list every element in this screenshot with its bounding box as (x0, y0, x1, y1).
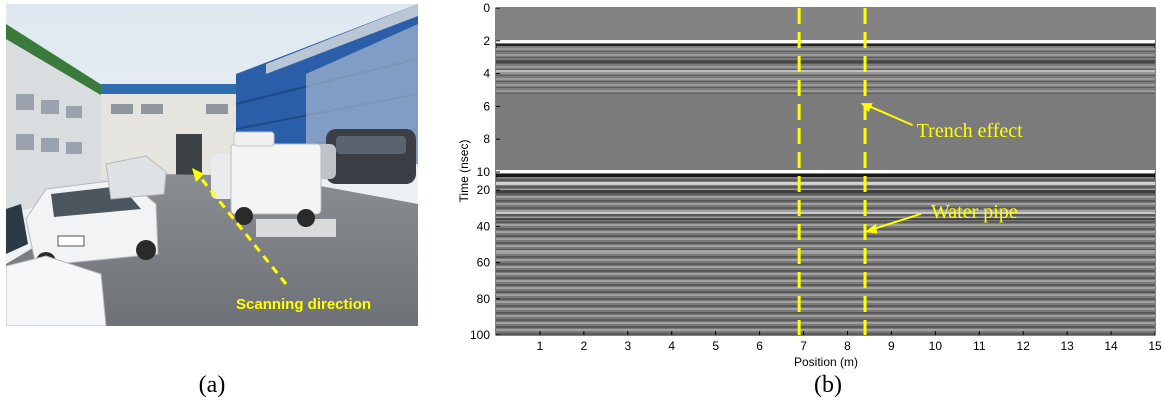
trench-effect-label: Trench effect (917, 120, 1024, 142)
x-tick-label: 4 (668, 339, 675, 353)
y-tick-label: 6 (483, 99, 490, 113)
x-tick-label: 3 (624, 339, 631, 353)
y-tick-label: 10 (477, 165, 491, 179)
x-tick-label: 7 (800, 339, 807, 353)
y-tick-label: 40 (477, 219, 491, 233)
y-axis-label: Time (nsec) (457, 140, 471, 203)
x-tick-label: 1 (537, 339, 544, 353)
y-tick-label: 20 (477, 183, 491, 197)
y-tick-label: 2 (483, 34, 490, 48)
panel-b: 1 2 3 4 5 6 7 8 9 10 11 12 13 14 15 0 2 4 6 8 10 20 40 60 80 100 … (450, 0, 1164, 370)
x-tick-label: 5 (712, 339, 719, 353)
y-tick-label: 4 (483, 67, 490, 81)
x-tick-label: 11 (973, 339, 986, 353)
x-tick-label: 2 (581, 339, 588, 353)
y-tick-label: 8 (483, 132, 490, 146)
x-tick-label: 9 (888, 339, 895, 353)
x-tick-label: 12 (1017, 339, 1031, 353)
caption-a: (a) (198, 372, 226, 398)
x-tick-label: 14 (1104, 339, 1118, 353)
y-tick-label: 0 (483, 1, 490, 15)
x-tick-label: 10 (929, 339, 943, 353)
scan-direction-label: Scanning direction (236, 296, 371, 313)
y-tick-label: 80 (477, 292, 491, 306)
scan-direction-line (194, 171, 288, 285)
gpr-radargram: 1 2 3 4 5 6 7 8 9 10 11 12 13 14 15024681020406080100 … (457, 1, 1162, 369)
x-tick-label: 8 (844, 339, 851, 353)
y-tick-label: 100 (470, 328, 490, 342)
street-photo: Scanning direction (6, 4, 418, 326)
x-axis-label: Position (m) (794, 355, 858, 369)
x-tick-label: 13 (1060, 339, 1074, 353)
pipe-arrow-line (870, 212, 922, 231)
scan-arrow-icon (192, 168, 204, 182)
x-tick-label: 6 (756, 339, 763, 353)
water-pipe-label: Water pipe (931, 201, 1018, 223)
y-tick-label: 60 (477, 256, 491, 270)
caption-b: (b) (814, 372, 842, 398)
trench-arrow-icon (860, 103, 873, 113)
x-tick-label: 15 (1148, 339, 1162, 353)
pipe-arrow-icon (865, 223, 878, 234)
trench-arrow-line (866, 104, 914, 127)
panel-a: Scanning direction (6, 4, 418, 326)
